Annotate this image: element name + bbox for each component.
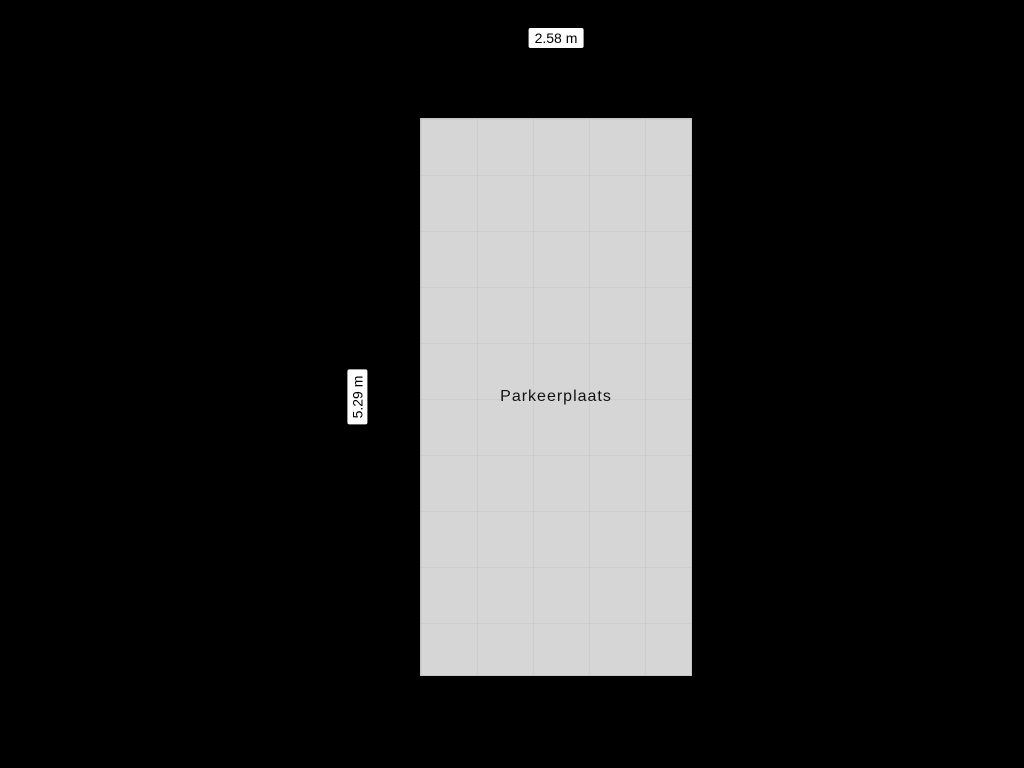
room-label: Parkeerplaats [500,388,612,406]
dimension-height-label: 5.29 m [347,370,367,425]
dimension-width-label: 2.58 m [529,28,584,48]
parking-space-rect: Parkeerplaats [420,118,692,676]
floorplan-canvas: Parkeerplaats 2.58 m 5.29 m [0,0,1024,768]
